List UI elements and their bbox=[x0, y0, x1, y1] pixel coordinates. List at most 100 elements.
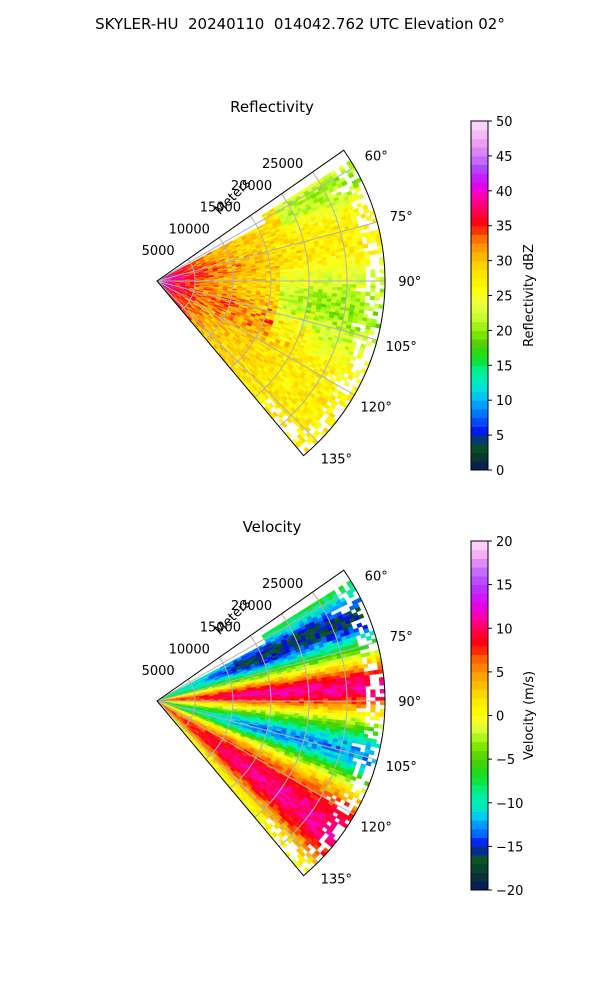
radar-cell bbox=[275, 276, 281, 280]
radar-cell bbox=[351, 273, 357, 278]
radar-cell bbox=[331, 685, 338, 689]
radar-cell bbox=[355, 679, 361, 684]
range-tick-label: 10000 bbox=[169, 222, 210, 237]
radar-cell bbox=[313, 689, 319, 694]
colorbar-segment bbox=[471, 426, 488, 436]
radar-cell bbox=[332, 694, 338, 699]
colorbar-segment bbox=[471, 365, 488, 375]
radar-cell bbox=[318, 272, 324, 276]
radar-cell bbox=[341, 264, 347, 269]
colorbar-tick-label: 10 bbox=[496, 394, 513, 409]
radar-cell bbox=[356, 697, 362, 702]
colorbar-segment bbox=[471, 295, 488, 305]
radar-cell bbox=[360, 697, 367, 702]
radar-cell bbox=[270, 282, 276, 286]
radar-cell bbox=[266, 276, 272, 280]
radar-cell bbox=[322, 289, 329, 294]
radar-cell bbox=[275, 696, 281, 700]
radar-cell bbox=[346, 290, 352, 295]
radar-cell bbox=[347, 172, 355, 179]
radar-cell bbox=[360, 262, 366, 268]
azimuth-tick-label: 60° bbox=[365, 150, 388, 165]
radar-cell bbox=[355, 298, 361, 303]
radar-cell bbox=[350, 679, 356, 685]
radar-cell bbox=[327, 283, 333, 288]
radar-cell bbox=[298, 690, 305, 694]
radar-cell bbox=[374, 295, 380, 301]
radar-cell bbox=[332, 691, 338, 696]
radar-cell bbox=[313, 269, 319, 274]
radar-cell bbox=[350, 355, 357, 362]
azimuth-tick-label: 135° bbox=[321, 452, 352, 467]
radar-cell bbox=[285, 276, 291, 280]
radar-cell bbox=[354, 255, 361, 261]
radar-cell bbox=[350, 683, 357, 688]
radar-cell bbox=[341, 694, 348, 699]
radar-cell bbox=[370, 280, 376, 286]
radar-cell bbox=[341, 267, 347, 272]
radar-cell bbox=[337, 271, 343, 275]
radar-cell bbox=[332, 286, 338, 291]
radar-cell bbox=[336, 681, 342, 686]
radar-cell bbox=[370, 689, 376, 694]
radar-cell bbox=[355, 690, 362, 695]
colorbar-tick-label: 40 bbox=[496, 185, 513, 200]
radar-cell bbox=[289, 285, 295, 289]
radar-cell bbox=[327, 274, 333, 279]
azimuth-tick-label: 90° bbox=[398, 275, 421, 290]
radar-cell bbox=[299, 283, 305, 287]
radar-cells bbox=[159, 159, 386, 454]
radar-cell bbox=[368, 306, 375, 312]
range-tick-label: 25000 bbox=[262, 157, 303, 172]
radar-cell bbox=[370, 693, 376, 698]
radar-cell bbox=[322, 688, 329, 693]
radar-cell bbox=[299, 275, 305, 279]
colorbar-segment bbox=[471, 286, 488, 296]
radar-cell bbox=[364, 254, 370, 260]
radar-cell bbox=[355, 686, 362, 691]
radar-cell bbox=[373, 669, 379, 675]
radar-cell bbox=[355, 270, 362, 275]
radar-cell bbox=[346, 280, 353, 285]
colorbar-tick-label: 35 bbox=[496, 220, 513, 235]
radar-cell bbox=[327, 286, 333, 291]
radar-cell bbox=[362, 243, 369, 249]
azimuth-tick-label: 120° bbox=[361, 400, 392, 415]
radar-cell bbox=[289, 271, 295, 275]
radar-cell bbox=[317, 266, 324, 270]
radar-cell bbox=[331, 261, 338, 266]
radar-cell bbox=[359, 678, 366, 684]
radar-cell bbox=[327, 268, 333, 273]
colorbar-segment bbox=[471, 452, 488, 462]
radar-cell bbox=[332, 268, 338, 273]
radar-cell bbox=[337, 691, 343, 695]
radar-cell bbox=[351, 287, 357, 292]
radar-cell bbox=[285, 696, 291, 700]
radar-cell bbox=[266, 696, 272, 700]
colorbar-segment bbox=[471, 391, 488, 401]
colorbar-segment bbox=[471, 304, 488, 314]
radar-cell bbox=[270, 276, 276, 280]
radar-cell bbox=[346, 287, 352, 292]
radar-cell bbox=[356, 284, 362, 289]
radar-cell bbox=[354, 675, 361, 681]
radar-cell bbox=[355, 266, 362, 271]
radar-cell bbox=[346, 693, 352, 698]
colorbar-tick-label: 25 bbox=[496, 290, 513, 305]
radar-cell bbox=[341, 290, 347, 295]
colorbar-segment bbox=[471, 435, 488, 445]
radar-cell bbox=[280, 276, 286, 279]
radar-cell bbox=[322, 286, 329, 291]
radar-cell bbox=[313, 272, 319, 276]
radar-cell bbox=[378, 256, 385, 262]
radar-cell bbox=[294, 693, 300, 697]
radar-cell bbox=[336, 684, 343, 689]
radar-cell bbox=[379, 696, 386, 702]
radar-cell bbox=[346, 273, 352, 278]
radar-cell bbox=[336, 264, 343, 269]
radar-cell bbox=[364, 262, 371, 267]
radar-cell bbox=[346, 284, 352, 289]
radar-cell bbox=[360, 633, 367, 639]
